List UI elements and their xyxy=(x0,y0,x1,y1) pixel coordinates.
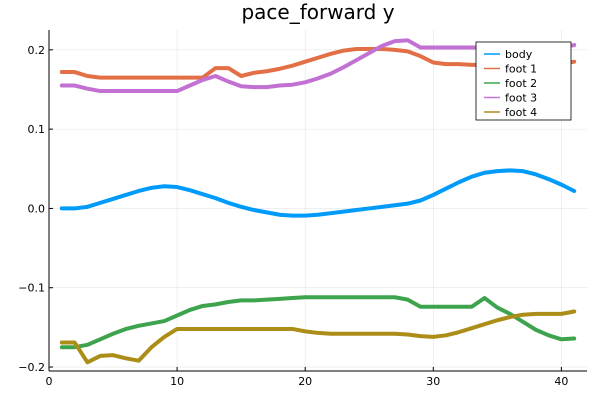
x-axis-ticks: 0 10 20 30 40 xyxy=(46,367,568,388)
x-tick-label-3: 30 xyxy=(426,375,440,388)
x-tick-label-2: 20 xyxy=(298,375,312,388)
legend-label-foot-1: foot 1 xyxy=(505,63,537,76)
y-tick-label-3: 0.1 xyxy=(28,123,46,136)
y-tick-label-2: 0.0 xyxy=(28,202,46,215)
chart-title: pace_forward y xyxy=(241,0,394,24)
y-tick-label-4: 0.2 xyxy=(28,44,46,57)
legend-box xyxy=(475,41,572,121)
legend-label-foot-4: foot 4 xyxy=(505,106,537,119)
legend-label-foot-3: foot 3 xyxy=(505,92,537,105)
y-axis-ticks: −0.2 −0.1 0.0 0.1 0.2 xyxy=(18,44,53,374)
axes xyxy=(48,30,587,372)
x-tick-label-1: 10 xyxy=(170,375,184,388)
x-tick-label-4: 40 xyxy=(554,375,568,388)
series-line-foot-4 xyxy=(59,309,577,365)
series-line-foot-2 xyxy=(59,295,577,350)
y-tick-label-1: −0.1 xyxy=(18,282,45,295)
legend-label-body: body xyxy=(505,48,533,61)
legend-label-foot-2: foot 2 xyxy=(505,77,537,90)
y-tick-label-0: −0.2 xyxy=(18,361,45,374)
series-line-body xyxy=(59,168,577,218)
x-tick-label-0: 0 xyxy=(46,375,53,388)
